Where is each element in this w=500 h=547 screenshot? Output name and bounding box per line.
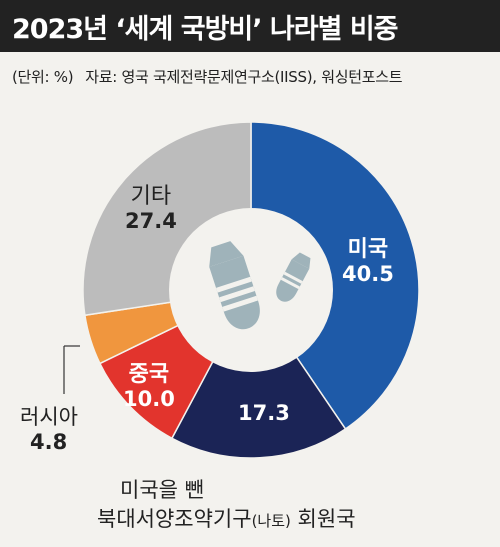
- usa-label: 미국 40.5: [342, 237, 394, 286]
- chart-title: 2023년 ‘세계 국방비’ 나라별 비중: [0, 0, 500, 52]
- source-note: 자료: 영국 국제전략문제연구소(IISS), 워싱턴포스트: [85, 68, 403, 86]
- russia-name: 러시아: [20, 405, 78, 429]
- nato-name-line1: 미국을 뺀: [120, 478, 204, 502]
- other-name: 기타: [130, 184, 172, 209]
- nato-name-main: 북대서양조약기구: [97, 507, 252, 531]
- nato-name-paren: (나토): [251, 512, 291, 530]
- china-label: 중국 10.0: [123, 362, 175, 411]
- usa-value: 40.5: [342, 261, 394, 286]
- russia-value: 4.8: [30, 430, 68, 454]
- nato-value: 17.3: [238, 401, 290, 425]
- usa-slice: [250, 121, 420, 430]
- nato-value-label: 17.3: [238, 401, 290, 426]
- china-name: 중국: [128, 362, 170, 387]
- usa-name: 미국: [347, 237, 389, 262]
- nato-name-line2: 북대서양조약기구(나토) 회원국: [97, 503, 356, 533]
- nato-name-tail: 회원국: [290, 507, 356, 531]
- other-label: 기타 27.4: [125, 184, 177, 233]
- unit-note: (단위: %): [12, 68, 74, 86]
- donut-slices: [82, 121, 420, 459]
- china-value: 10.0: [123, 386, 175, 411]
- other-value: 27.4: [125, 208, 177, 233]
- nato-slice: [170, 288, 347, 459]
- chart-notes: (단위: %) 자료: 영국 국제전략문제연구소(IISS), 워싱턴포스트: [12, 66, 403, 87]
- bomb-icon: [209, 241, 311, 330]
